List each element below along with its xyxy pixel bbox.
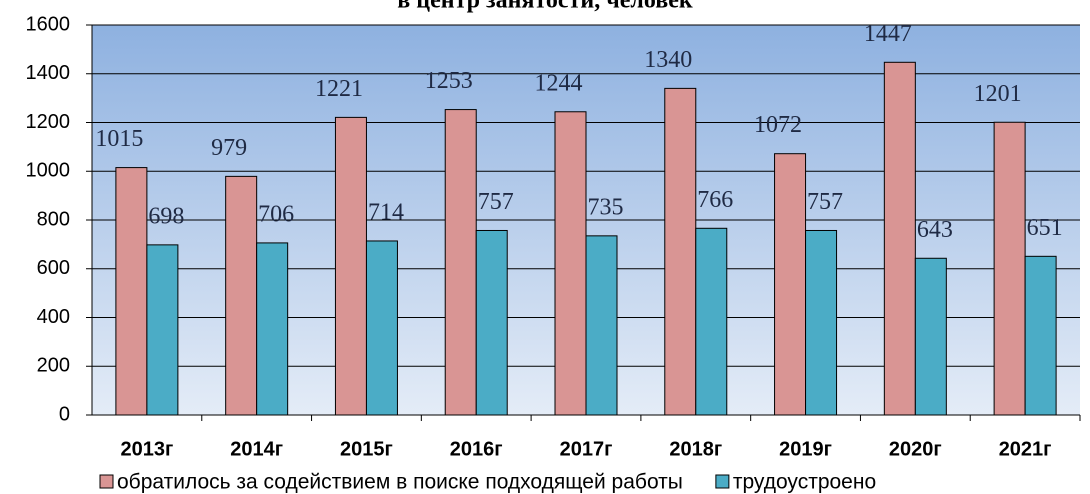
bar bbox=[115, 167, 148, 416]
x-tick-label: 2018г bbox=[669, 438, 722, 460]
value-label: 757 bbox=[478, 189, 514, 215]
legend-swatch bbox=[715, 474, 730, 489]
value-label: 643 bbox=[917, 217, 953, 243]
value-label: 735 bbox=[588, 194, 624, 220]
value-label: 706 bbox=[258, 201, 294, 227]
value-label: 1072 bbox=[754, 112, 802, 138]
bar bbox=[1024, 255, 1057, 416]
value-label: 651 bbox=[1027, 215, 1063, 241]
y-tick-label: 800 bbox=[37, 208, 70, 230]
y-tick-label: 1400 bbox=[26, 62, 71, 84]
y-tick-label: 400 bbox=[37, 306, 70, 328]
value-label: 714 bbox=[368, 199, 404, 225]
bar bbox=[585, 235, 618, 416]
value-label: 766 bbox=[697, 187, 733, 213]
x-tick-label: 2014г bbox=[230, 438, 283, 460]
bar bbox=[914, 257, 947, 416]
value-label: 1221 bbox=[315, 76, 363, 102]
y-tick-label: 200 bbox=[37, 355, 70, 377]
y-tick-label: 0 bbox=[59, 403, 70, 425]
bar bbox=[334, 116, 367, 416]
bar bbox=[695, 227, 728, 416]
y-tick-label: 600 bbox=[37, 257, 70, 279]
x-tick-label: 2015г bbox=[340, 438, 393, 460]
x-tick-label: 2021г bbox=[999, 438, 1052, 460]
bar bbox=[475, 229, 508, 416]
bar bbox=[554, 111, 587, 416]
bar bbox=[146, 244, 179, 416]
value-label: 698 bbox=[148, 203, 184, 229]
bar bbox=[805, 229, 838, 416]
value-label: 1340 bbox=[644, 47, 692, 73]
x-tick-label: 2020г bbox=[889, 438, 942, 460]
value-label: 1447 bbox=[864, 21, 912, 47]
legend-swatch bbox=[99, 474, 114, 489]
value-label: 1253 bbox=[425, 68, 473, 94]
value-label: 1244 bbox=[535, 70, 583, 96]
bar bbox=[365, 240, 398, 416]
legend-label: трудоустроено bbox=[733, 471, 876, 494]
value-label: 757 bbox=[807, 189, 843, 215]
bar bbox=[444, 109, 477, 416]
value-label: 1015 bbox=[95, 126, 143, 152]
x-tick-label: 2019г bbox=[779, 438, 832, 460]
value-label: 979 bbox=[211, 135, 247, 161]
y-tick-label: 1600 bbox=[26, 13, 71, 35]
x-tick-label: 2013г bbox=[120, 438, 173, 460]
bar bbox=[774, 153, 807, 416]
chart-title: в центр занятости, человек bbox=[397, 0, 693, 14]
y-tick-label: 1200 bbox=[26, 111, 71, 133]
bar bbox=[664, 87, 697, 416]
bar bbox=[256, 242, 289, 416]
bar bbox=[225, 175, 258, 416]
y-tick-label: 1000 bbox=[26, 160, 71, 182]
value-label: 1201 bbox=[974, 81, 1022, 107]
bar bbox=[993, 121, 1026, 416]
x-tick-label: 2017г bbox=[560, 438, 613, 460]
legend-label: обратилось за содействием в поиске подхо… bbox=[117, 471, 683, 494]
bar bbox=[883, 61, 916, 416]
x-tick-label: 2016г bbox=[450, 438, 503, 460]
